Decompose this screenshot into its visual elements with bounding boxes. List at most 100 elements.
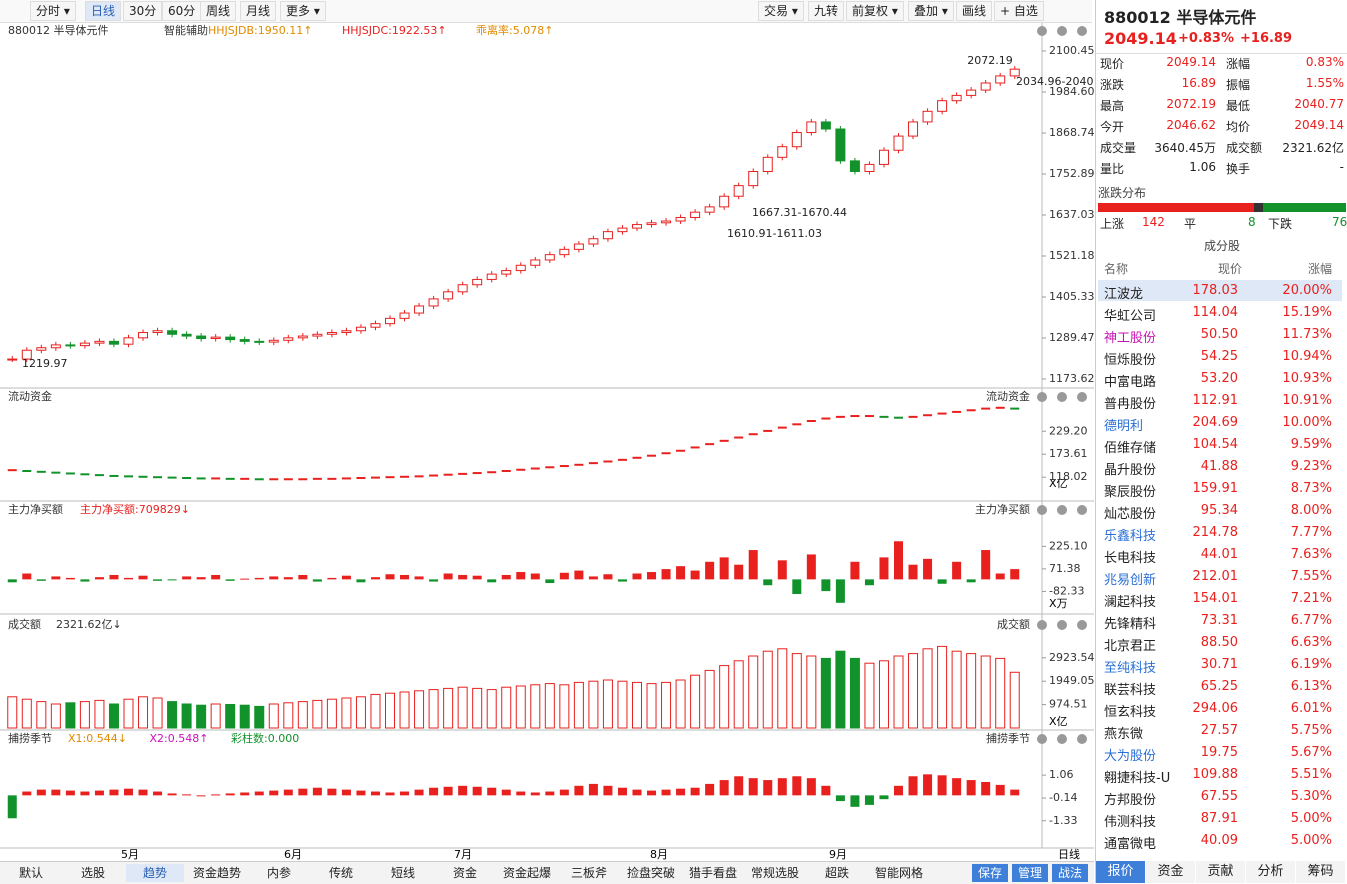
- tab[interactable]: 资金起爆: [502, 866, 551, 880]
- volume-bar: [748, 655, 759, 729]
- candle: [995, 75, 1006, 84]
- toolbar-button[interactable]: + 自选: [994, 1, 1044, 21]
- toolbar-button[interactable]: 九转: [808, 1, 845, 21]
- tab[interactable]: 智能网格: [874, 866, 923, 880]
- stock-price: 154.01: [1192, 591, 1239, 606]
- stock-price: 294.06: [1192, 701, 1239, 716]
- table-row[interactable]: [1098, 280, 1342, 301]
- y-tick-label: -82.33: [1049, 584, 1084, 597]
- panel-title: 流动资金: [8, 389, 52, 403]
- tab[interactable]: 趋势: [126, 864, 184, 882]
- bar: [864, 579, 874, 586]
- side-tab[interactable]: 资金: [1146, 861, 1195, 883]
- stock-name: 通富微电: [1104, 837, 1157, 852]
- tab[interactable]: 管理: [1012, 864, 1048, 882]
- candle: [312, 333, 323, 337]
- candle: [210, 336, 221, 340]
- panel-right-title: 成交额: [997, 617, 1030, 631]
- candle: [123, 337, 134, 345]
- candle: [181, 333, 192, 337]
- volume-bar: [515, 685, 526, 729]
- toolbar-button[interactable]: 60分: [162, 1, 202, 21]
- toolbar-button[interactable]: 交易 ▾: [758, 1, 804, 21]
- toolbar-button[interactable]: 日线: [85, 1, 122, 21]
- distribution-count: 76: [1332, 215, 1347, 229]
- side-tab[interactable]: 分析: [1246, 861, 1295, 883]
- bar: [327, 788, 337, 796]
- tab[interactable]: 资金趋势: [192, 866, 241, 880]
- stock-name: 大为股份: [1104, 749, 1157, 764]
- tab[interactable]: 常规选股: [750, 866, 799, 880]
- bar: [472, 575, 482, 580]
- volume-bar: [893, 655, 904, 729]
- bar: [211, 794, 221, 796]
- side-tab[interactable]: 筹码: [1296, 861, 1345, 883]
- tab[interactable]: 战法: [1052, 864, 1088, 882]
- bottom-tabs: 默认 选股 趋势 资金趋势 内参 传统 短线 资金 资金起爆 三板斧 捡盘突破 猎手看盘 常规选股 超跌 智…: [0, 861, 1094, 884]
- toolbar-button[interactable]: 月线: [240, 1, 277, 21]
- bar: [981, 550, 991, 580]
- toolbar-button[interactable]: 30分: [123, 1, 163, 21]
- tab[interactable]: 传统: [328, 866, 353, 880]
- bar: [719, 780, 729, 796]
- tab[interactable]: 资金: [452, 866, 477, 880]
- volume-bar: [864, 662, 875, 729]
- price-annotation: 2072.19: [967, 54, 1013, 67]
- side-tab[interactable]: 报价: [1096, 861, 1145, 883]
- volume-bar: [428, 689, 439, 729]
- toolbar-button[interactable]: 周线: [200, 1, 237, 21]
- field-label: 振幅: [1226, 78, 1251, 92]
- tab[interactable]: 内参: [266, 866, 291, 880]
- tab[interactable]: 默认: [18, 866, 43, 880]
- bar: [574, 570, 584, 580]
- bar: [312, 579, 322, 582]
- bar: [937, 775, 947, 796]
- bar: [908, 776, 918, 796]
- side-tab[interactable]: 贡献: [1196, 861, 1245, 883]
- tab[interactable]: 短线: [390, 866, 415, 880]
- period-label: 日线: [1058, 847, 1080, 861]
- candle: [79, 342, 90, 347]
- candle: [573, 243, 584, 250]
- bar: [269, 790, 279, 796]
- bar: [632, 789, 642, 796]
- field-label: 最低: [1226, 99, 1251, 113]
- volume-bar: [36, 701, 47, 729]
- stock-price: 19.75: [1200, 745, 1238, 760]
- toolbar-button[interactable]: 叠加 ▾: [908, 1, 954, 21]
- field-label: 成交额: [1226, 141, 1263, 155]
- chart-area: 880012 半导体元件 智能辅助 HHJSJDB:1950.11↑ HHJSJDC:…: [0, 23, 1094, 861]
- toolbar-button[interactable]: 分时 ▾: [30, 1, 76, 21]
- price-annotation: 1219.97: [22, 357, 68, 370]
- tab[interactable]: 捡盘突破: [626, 866, 675, 880]
- panel-icon: [1037, 392, 1047, 402]
- candle: [544, 254, 555, 261]
- candle: [239, 339, 250, 342]
- bar: [487, 579, 497, 583]
- bar: [792, 776, 802, 796]
- volume-bar: [966, 653, 977, 729]
- toolbar-button[interactable]: 画线: [956, 1, 993, 21]
- toolbar-button[interactable]: 更多 ▾: [280, 1, 326, 21]
- volume-bar: [762, 650, 773, 729]
- bar: [617, 579, 627, 582]
- tab[interactable]: 超跌: [824, 866, 849, 880]
- bar: [356, 790, 366, 796]
- panel-icon: [1077, 734, 1087, 744]
- bar: [588, 783, 598, 796]
- volume-bar: [239, 704, 250, 729]
- field-label: 涨跌: [1100, 78, 1125, 92]
- bar: [763, 780, 773, 796]
- candle: [559, 248, 570, 256]
- volume-bar: [21, 698, 32, 729]
- candle: [515, 264, 526, 272]
- tab[interactable]: 保存: [972, 864, 1008, 882]
- tab[interactable]: 三板斧: [570, 866, 607, 880]
- tab[interactable]: 选股: [80, 866, 105, 880]
- stock-change: 6.19%: [1290, 657, 1332, 672]
- tab[interactable]: 猎手看盘: [688, 866, 737, 880]
- stock-change: 6.63%: [1290, 635, 1332, 650]
- stock-change: 5.51%: [1290, 767, 1332, 782]
- toolbar-button[interactable]: 前复权 ▾: [846, 1, 904, 21]
